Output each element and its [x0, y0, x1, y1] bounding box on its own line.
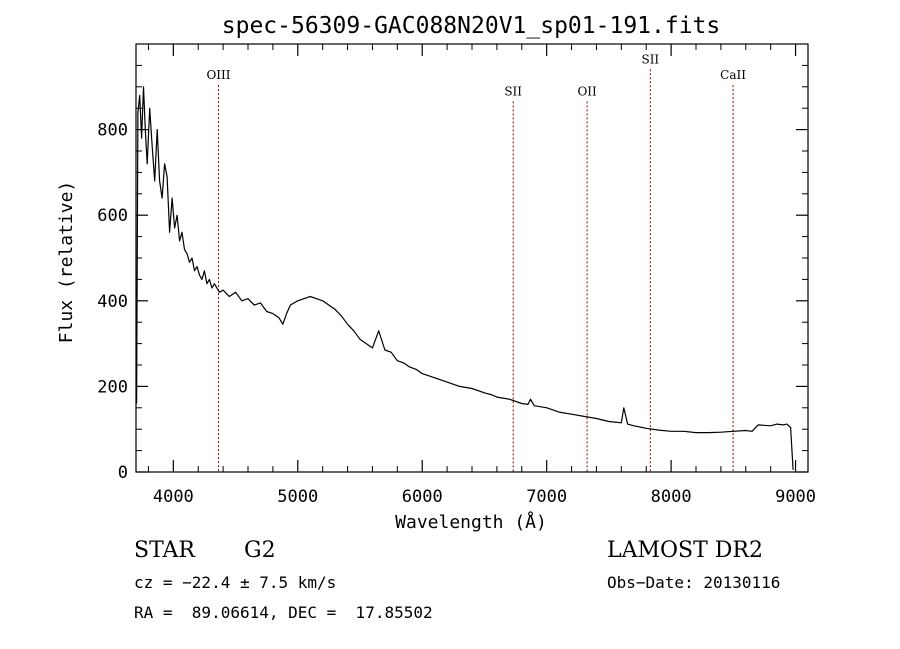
marker-label-2: OII [577, 84, 597, 98]
object-type: STAR [134, 538, 195, 563]
plot-area: OIII SII OII SII CaII [135, 43, 809, 473]
x-axis-label: Wavelength (Å) [395, 511, 547, 533]
y-tick-label-2: 400 [97, 292, 128, 312]
y-axis: 0 200 400 600 800 [97, 64, 808, 483]
x-tick-label-5: 9000 [775, 487, 816, 507]
chart-title: spec-56309-GAC088N20V1_sp01-191.fits [222, 13, 721, 39]
y-tick-label-1: 200 [97, 377, 128, 397]
marker-label-4: CaII [720, 68, 746, 82]
x-tick-label-0: 4000 [153, 487, 194, 507]
spectral-line-markers: OIII SII OII SII CaII [206, 52, 746, 472]
x-axis: 4000 5000 6000 7000 8000 9000 [147, 44, 816, 507]
y-tick-label-4: 800 [97, 121, 128, 141]
plot-frame [135, 43, 809, 473]
y-tick-label-3: 600 [97, 206, 128, 226]
x-tick-label-4: 8000 [651, 487, 692, 507]
x-tick-label-1: 5000 [277, 487, 318, 507]
marker-label-3: SII [641, 52, 659, 66]
redshift-velocity: cz = −22.4 ± 7.5 km/s [134, 573, 337, 592]
survey-name: LAMOST DR2 [607, 538, 763, 563]
y-tick-label-0: 0 [118, 463, 128, 483]
object-subclass: G2 [244, 538, 276, 563]
spectrum-line [136, 86, 794, 470]
marker-label-1: SII [504, 84, 522, 98]
observation-date: Obs−Date: 20130116 [607, 573, 781, 592]
x-tick-label-2: 6000 [402, 487, 443, 507]
y-axis-label: Flux (relative) [56, 181, 77, 344]
marker-label-0: OIII [206, 68, 230, 82]
coordinates: RA = 89.06614, DEC = 17.85502 [134, 603, 433, 622]
x-tick-label-3: 7000 [526, 487, 567, 507]
